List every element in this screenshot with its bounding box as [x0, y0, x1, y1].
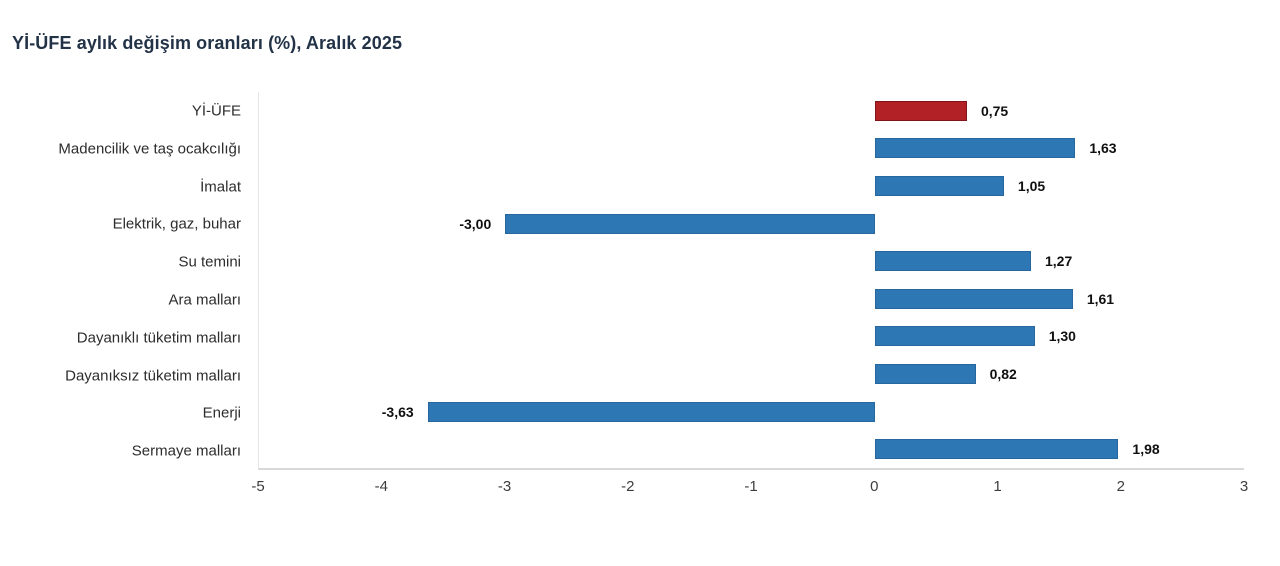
- chart-row: 0,82: [259, 355, 1244, 393]
- category-label: İmalat: [200, 178, 241, 195]
- plot-area: 0,75 1,63 1,05 -3,00 1,27 1,61 1,30 0,82 -3,63 1,…: [258, 92, 1244, 470]
- chart-row: 1,61: [259, 280, 1244, 318]
- value-label: 1,61: [1086, 290, 1115, 307]
- x-axis-ticks: -5 -4 -3 -2 -1 0 1 2 3: [251, 478, 1248, 502]
- chart-row: 1,63: [259, 130, 1244, 168]
- x-tick-label: -3: [497, 478, 512, 495]
- x-tick-label: 3: [1239, 478, 1249, 495]
- bar-highlight: [874, 100, 967, 121]
- category-label: Dayanıklı tüketim malları: [76, 329, 241, 347]
- x-tick-label: -1: [744, 478, 758, 495]
- chart-row: 1,30: [259, 318, 1244, 356]
- x-tick-label: -5: [251, 478, 265, 495]
- value-label: 1,30: [1048, 328, 1076, 345]
- x-tick-label: 1: [993, 478, 1002, 495]
- value-label: -3,00: [459, 215, 492, 232]
- category-label: Enerji: [202, 404, 241, 422]
- chart-row: 0,75: [259, 92, 1244, 130]
- category-label: Elektrik, gaz, buhar: [112, 215, 241, 233]
- value-label: 0,75: [980, 102, 1009, 119]
- chart-row: 1,98: [259, 430, 1244, 468]
- chart-row: -3,63: [259, 393, 1244, 431]
- category-label: Dayanıksız tüketim malları: [65, 367, 241, 384]
- bar-segment: [874, 439, 1119, 460]
- chart-title: Yİ-ÜFE aylık değişim oranları (%), Aralı…: [12, 33, 403, 53]
- x-tick-label: 0: [870, 478, 879, 495]
- bar-segment: [874, 251, 1031, 272]
- value-label: 1,05: [1017, 177, 1046, 194]
- category-label: Ara malları: [168, 291, 241, 309]
- category-label: Sermaye malları: [131, 442, 241, 460]
- bar-segment: [427, 401, 875, 422]
- value-label: 1,27: [1044, 253, 1073, 270]
- x-tick-label: 2: [1116, 478, 1125, 495]
- category-label: Yİ-ÜFE: [191, 102, 241, 120]
- x-tick-label: -2: [621, 478, 635, 495]
- bar-segment: [874, 363, 976, 384]
- value-label: 0,82: [989, 365, 1017, 382]
- category-label: Madencilik ve taş ocakcılığı: [58, 140, 241, 158]
- chart-row: 1,27: [259, 242, 1244, 280]
- bar-segment: [874, 288, 1073, 309]
- chart-row: 1,05: [259, 167, 1244, 205]
- chart-row: -3,00: [259, 205, 1244, 243]
- category-axis: Yİ-ÜFE Madencilik ve taş ocakcılığı İmalat…: [0, 92, 241, 470]
- value-label: 1,63: [1089, 140, 1117, 157]
- x-tick-label: -4: [374, 478, 388, 495]
- bar-segment: [874, 175, 1004, 196]
- bar-segment: [874, 138, 1076, 159]
- bar-segment: [874, 326, 1035, 347]
- category-label: Su temini: [178, 253, 241, 271]
- value-label: -3,63: [381, 403, 414, 420]
- bar-segment: [505, 213, 875, 234]
- value-label: 1,98: [1132, 441, 1160, 458]
